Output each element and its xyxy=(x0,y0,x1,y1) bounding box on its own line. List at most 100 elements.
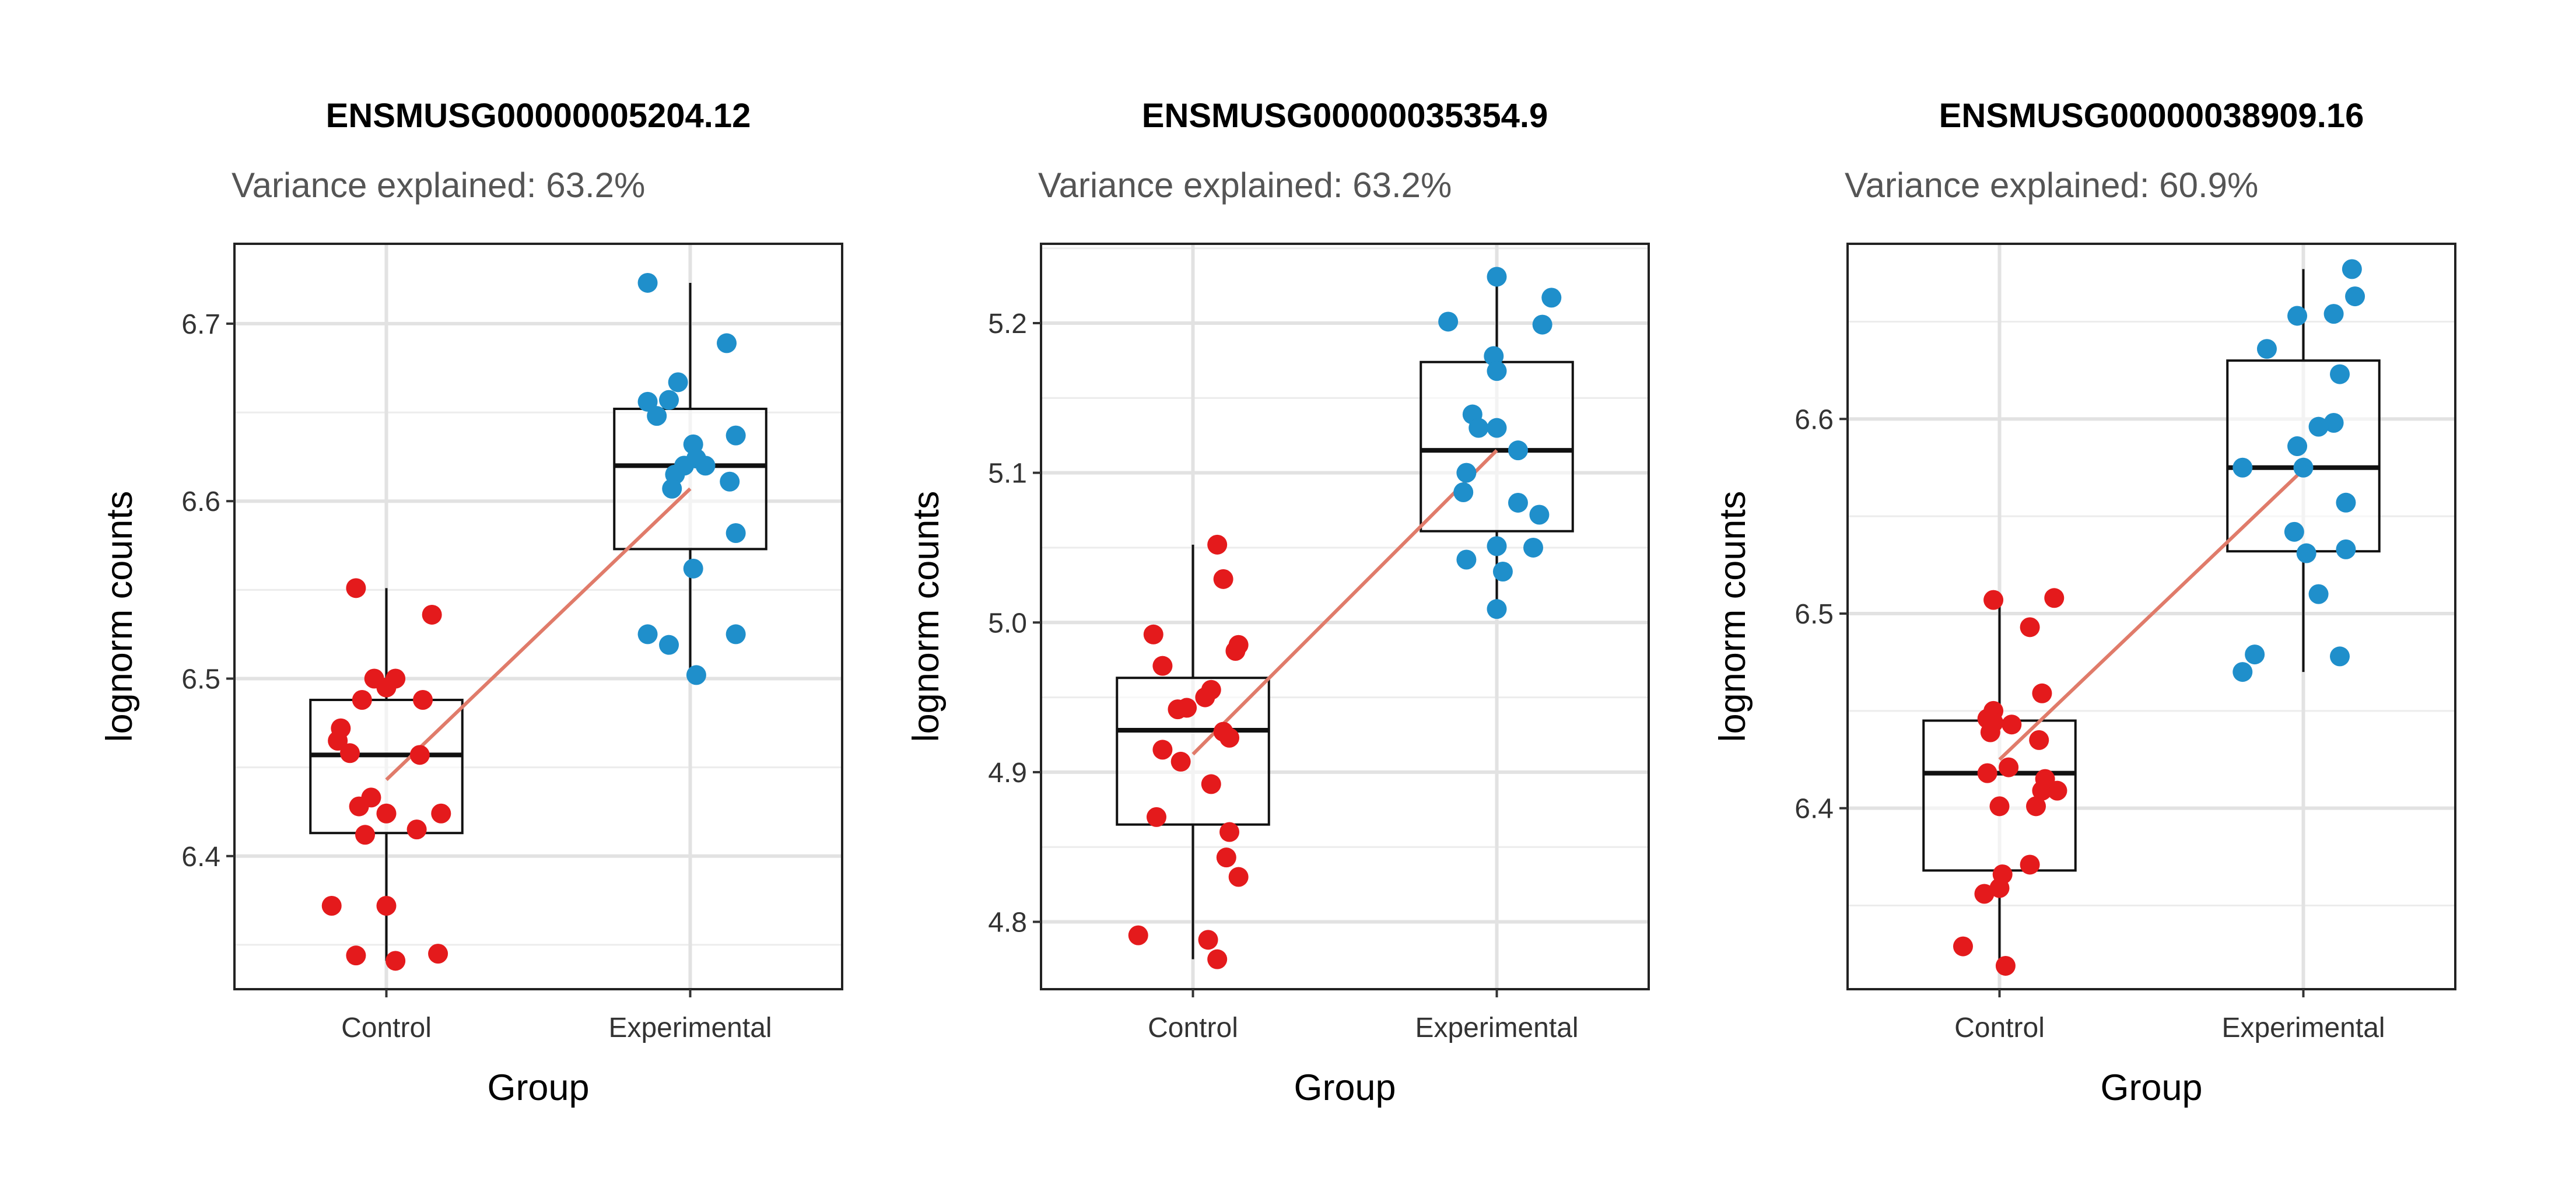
data-point-experimental xyxy=(1469,418,1489,438)
data-point-control xyxy=(376,895,397,916)
chart-title: ENSMUSG00000035354.9 xyxy=(1142,97,1548,135)
data-point-experimental xyxy=(1487,361,1507,381)
data-point-experimental xyxy=(726,523,746,543)
panel-border xyxy=(1040,243,1650,990)
data-point-control xyxy=(422,604,442,625)
y-tick-label: 5.2 xyxy=(988,309,1027,339)
x-axis-title: Group xyxy=(2100,1067,2202,1108)
y-tick-label: 6.5 xyxy=(181,664,220,695)
data-point-experimental xyxy=(2323,412,2344,433)
data-point-experimental xyxy=(637,391,658,412)
panel-border xyxy=(1846,243,2456,990)
data-point-experimental xyxy=(2245,644,2265,665)
data-point-control xyxy=(1228,867,1249,887)
data-point-experimental xyxy=(1487,536,1507,556)
data-point-control xyxy=(376,677,397,698)
data-point-control xyxy=(2020,617,2040,637)
data-point-experimental xyxy=(1438,311,1459,332)
data-point-control xyxy=(1143,624,1163,644)
chart-panel-2: ENSMUSG00000035354.9 Variance explained: … xyxy=(906,97,1650,1108)
y-tick-label: 6.5 xyxy=(1795,599,1834,630)
y-tick-label: 4.8 xyxy=(988,908,1027,938)
data-point-control xyxy=(409,745,430,765)
data-point-control xyxy=(1977,763,1997,783)
data-point-control xyxy=(406,819,427,840)
data-point-control xyxy=(1201,774,1221,794)
data-point-experimental xyxy=(2293,457,2314,478)
x-axis-title: Group xyxy=(1294,1067,1396,1108)
data-point-experimental xyxy=(1529,505,1550,525)
data-point-experimental xyxy=(683,558,703,579)
data-point-control xyxy=(1170,751,1191,772)
data-point-control xyxy=(1995,955,2016,976)
y-axis-title: lognorm counts xyxy=(906,491,947,742)
data-point-control xyxy=(1953,936,1973,957)
data-point-control xyxy=(339,743,360,763)
data-point-experimental xyxy=(2232,457,2253,478)
data-point-control xyxy=(1152,740,1173,760)
data-point-control xyxy=(385,951,406,971)
data-point-control xyxy=(1216,847,1236,868)
data-point-control xyxy=(1207,949,1228,969)
data-point-experimental xyxy=(686,665,706,685)
data-point-experimental xyxy=(1523,537,1544,558)
data-point-control xyxy=(1128,925,1148,945)
data-point-experimental xyxy=(2330,364,2350,384)
data-point-experimental xyxy=(2308,584,2329,604)
data-point-experimental xyxy=(662,478,682,499)
chart-subtitle: Variance explained: 60.9% xyxy=(1845,166,2258,205)
y-axis-title: lognorm counts xyxy=(1712,491,1753,742)
data-point-experimental xyxy=(1487,599,1507,619)
data-point-experimental xyxy=(637,624,658,644)
data-point-control xyxy=(1213,569,1233,589)
data-point-experimental xyxy=(2287,436,2308,457)
data-point-control xyxy=(349,796,369,817)
data-point-control xyxy=(1168,699,1188,720)
data-point-experimental xyxy=(2345,286,2365,307)
panel-border xyxy=(233,243,843,990)
x-tick-label: Experimental xyxy=(1415,1013,1578,1043)
data-point-experimental xyxy=(726,425,746,446)
data-point-control xyxy=(413,690,433,710)
data-point-control xyxy=(328,731,348,751)
data-point-experimental xyxy=(1487,418,1507,438)
data-point-experimental xyxy=(695,456,716,476)
data-point-experimental xyxy=(647,406,667,426)
data-point-experimental xyxy=(659,390,679,410)
data-point-experimental xyxy=(668,372,688,393)
x-tick-label: Control xyxy=(341,1013,432,1043)
data-point-control xyxy=(2035,769,2055,789)
chart-panel-1: ENSMUSG00000005204.12 Variance explained:… xyxy=(99,97,843,1108)
data-point-experimental xyxy=(659,635,679,655)
data-point-experimental xyxy=(1508,492,1528,513)
data-point-control xyxy=(1974,884,1995,904)
data-point-experimental xyxy=(2284,521,2304,542)
data-point-control xyxy=(2044,588,2065,608)
data-point-experimental xyxy=(2256,339,2277,359)
data-point-experimental xyxy=(1456,549,1477,570)
data-point-experimental xyxy=(2342,259,2362,279)
data-point-control xyxy=(1198,930,1218,950)
chart-title: ENSMUSG00000005204.12 xyxy=(326,97,751,135)
data-point-control xyxy=(1152,656,1173,676)
data-point-control xyxy=(321,895,342,916)
data-point-control xyxy=(1989,796,2010,817)
chart-title: ENSMUSG00000038909.16 xyxy=(1939,97,2364,135)
x-tick-label: Control xyxy=(1148,1013,1238,1043)
data-point-control xyxy=(346,945,366,966)
data-point-control xyxy=(1219,727,1240,748)
x-tick-label: Experimental xyxy=(608,1013,772,1043)
data-point-experimental xyxy=(1541,288,1562,308)
y-tick-label: 6.4 xyxy=(1795,794,1834,825)
y-tick-label: 6.7 xyxy=(181,309,220,340)
data-point-control xyxy=(355,825,376,845)
data-point-control xyxy=(1195,687,1215,707)
y-tick-label: 4.9 xyxy=(988,758,1027,789)
y-tick-label: 6.6 xyxy=(181,486,220,517)
data-point-control xyxy=(428,944,448,964)
data-point-experimental xyxy=(2296,543,2316,563)
data-point-control xyxy=(1989,878,2010,898)
x-tick-label: Control xyxy=(1954,1013,2045,1043)
